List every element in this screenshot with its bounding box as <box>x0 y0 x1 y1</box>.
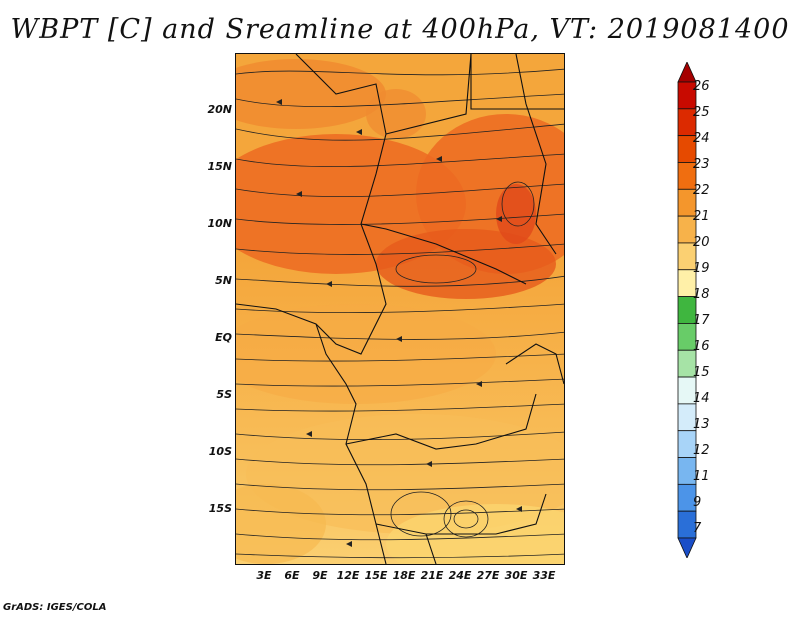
colorbar-label-24: 24 <box>693 131 710 146</box>
colorbar-label-19: 19 <box>693 261 710 276</box>
colorbar-label-13: 13 <box>693 417 710 432</box>
colorbar-label-9: 9 <box>693 495 702 510</box>
lat-label-15n: 15N <box>207 160 232 173</box>
lat-label-eq: EQ <box>215 331 232 344</box>
colorbar <box>677 62 697 558</box>
lat-label-5s: 5S <box>216 388 232 401</box>
colorbar-label-21: 21 <box>693 209 710 224</box>
map-layer <box>236 54 564 564</box>
colorbar-segments <box>677 62 697 558</box>
lon-label-6e: 6E <box>284 569 300 582</box>
colorbar-label-12: 12 <box>693 443 710 458</box>
colorbar-bottom-arrow <box>677 537 697 558</box>
lon-label-3e: 3E <box>256 569 272 582</box>
lon-label-24e: 24E <box>448 569 472 582</box>
lat-label-20n: 20N <box>207 103 232 116</box>
lat-label-5n: 5N <box>215 274 232 287</box>
colorbar-label-7: 7 <box>693 521 702 536</box>
lat-label-15s: 15S <box>208 502 232 515</box>
lon-label-9e: 9E <box>312 569 328 582</box>
lon-label-27e: 27E <box>476 569 500 582</box>
colorbar-label-20: 20 <box>693 235 710 250</box>
streamline-arrows <box>276 99 522 547</box>
lon-label-21e: 21E <box>420 569 444 582</box>
map-title: WBPT [C] and Sreamline at 400hPa, VT: 20… <box>10 14 790 45</box>
lon-label-33e: 33E <box>532 569 556 582</box>
colorbar-label-15: 15 <box>693 365 710 380</box>
colorbar-label-14: 14 <box>693 391 710 406</box>
colorbar-label-11: 11 <box>693 469 710 484</box>
colorbar-label-23: 23 <box>693 157 710 172</box>
colorbar-label-18: 18 <box>693 287 710 302</box>
colorbar-label-22: 22 <box>693 183 710 198</box>
colorbar-label-17: 17 <box>693 313 710 328</box>
lat-label-10s: 10S <box>208 445 232 458</box>
country-borders <box>236 54 564 564</box>
colorbar-label-26: 26 <box>693 79 710 94</box>
footer-credit: GrADS: IGES/COLA <box>3 602 107 613</box>
lon-label-15e: 15E <box>364 569 388 582</box>
lat-label-10n: 10N <box>207 217 232 230</box>
colorbar-label-16: 16 <box>693 339 710 354</box>
colorbar-label-25: 25 <box>693 105 710 120</box>
lon-label-18e: 18E <box>392 569 416 582</box>
lon-label-30e: 30E <box>504 569 528 582</box>
wbpt-streamline-map <box>235 53 565 565</box>
lon-label-12e: 12E <box>336 569 360 582</box>
